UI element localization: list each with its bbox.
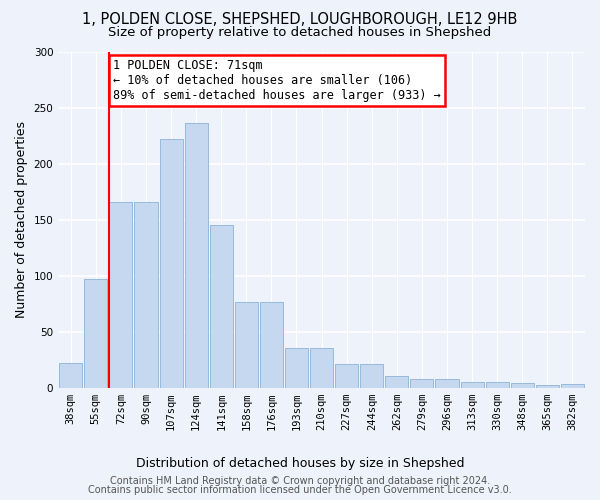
Bar [385, 376, 409, 388]
Text: Contains public sector information licensed under the Open Government Licence v3: Contains public sector information licen… [88, 485, 512, 495]
Text: Size of property relative to detached houses in Shepshed: Size of property relative to detached ho… [109, 26, 491, 39]
Bar [59, 363, 82, 388]
Bar [160, 139, 182, 388]
Y-axis label: Number of detached properties: Number of detached properties [15, 121, 28, 318]
Bar [185, 123, 208, 388]
Text: 1, POLDEN CLOSE, SHEPSHED, LOUGHBOROUGH, LE12 9HB: 1, POLDEN CLOSE, SHEPSHED, LOUGHBOROUGH,… [82, 12, 518, 28]
Bar [235, 302, 258, 388]
Bar [485, 382, 509, 388]
Bar [410, 378, 433, 388]
Bar [134, 202, 158, 388]
Bar [109, 202, 133, 388]
Bar [285, 348, 308, 388]
Bar [260, 302, 283, 388]
Bar [209, 225, 233, 388]
Text: 1 POLDEN CLOSE: 71sqm
← 10% of detached houses are smaller (106)
89% of semi-det: 1 POLDEN CLOSE: 71sqm ← 10% of detached … [113, 60, 441, 102]
Bar [561, 384, 584, 388]
Bar [84, 279, 107, 388]
Text: Contains HM Land Registry data © Crown copyright and database right 2024.: Contains HM Land Registry data © Crown c… [110, 476, 490, 486]
Bar [461, 382, 484, 388]
Bar [511, 383, 534, 388]
Text: Distribution of detached houses by size in Shepshed: Distribution of detached houses by size … [136, 458, 464, 470]
Bar [310, 348, 333, 388]
Bar [335, 364, 358, 388]
Bar [436, 378, 458, 388]
Bar [536, 386, 559, 388]
Bar [360, 364, 383, 388]
